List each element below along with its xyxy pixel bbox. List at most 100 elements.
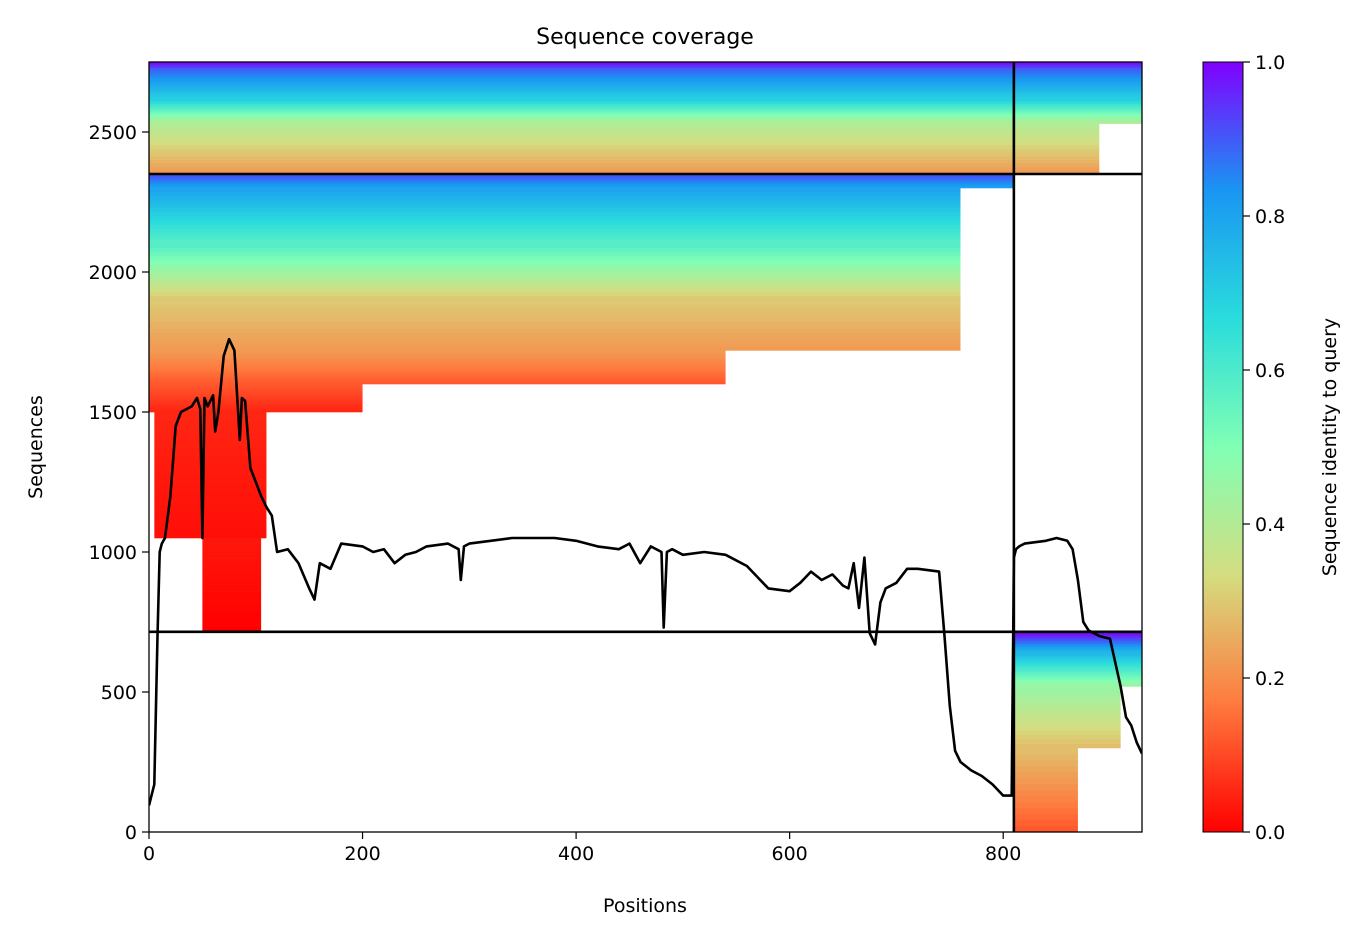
heatmap-band <box>149 145 1100 150</box>
heatmap-band <box>149 381 726 385</box>
heatmap-band <box>1013 826 1078 832</box>
heatmap-band <box>149 63 1142 65</box>
heatmap-band <box>149 68 1142 70</box>
heatmap-band <box>149 72 1142 75</box>
colorbar: 0.0 0.2 0.4 0.6 0.8 1.0 Sequence identity to … <box>1202 52 1341 844</box>
colorbar-tick-label: 0.8 <box>1255 206 1285 228</box>
heatmap-band <box>1013 662 1142 666</box>
heatmap-band <box>149 398 363 401</box>
heatmap-band <box>149 63 1142 65</box>
heatmap-band <box>202 591 262 599</box>
x-axis: 0 200 400 600 800 <box>143 832 1021 865</box>
heatmap-band <box>149 394 363 397</box>
heatmap-band <box>149 396 363 399</box>
heatmap-band <box>149 170 1100 175</box>
heatmap-band <box>149 400 363 403</box>
heatmap-band <box>1013 690 1121 696</box>
heatmap-band <box>149 166 1100 171</box>
heatmap-band <box>1013 784 1078 791</box>
heatmap-band <box>149 105 1142 108</box>
heatmap-band <box>1013 684 1142 687</box>
heatmap-band <box>149 232 961 237</box>
heatmap-band <box>1013 636 1142 639</box>
heatmap-band <box>202 551 262 559</box>
heatmap-band <box>149 181 1014 183</box>
heatmap-band <box>1013 648 1142 651</box>
heatmap-band <box>149 66 1142 68</box>
heatmap-band <box>149 182 1014 184</box>
colorbar-tick-label: 0.6 <box>1255 360 1285 382</box>
heatmap-band <box>202 625 262 633</box>
heatmap-band <box>154 466 267 476</box>
heatmap-band <box>149 186 1014 188</box>
heatmap-band <box>149 360 726 363</box>
heatmap-band <box>1013 754 1078 761</box>
heatmap-band <box>149 328 961 333</box>
heatmap-band <box>149 127 1100 132</box>
heatmap-band <box>202 571 262 579</box>
heatmap-band <box>149 224 961 229</box>
heatmap-band <box>149 70 1142 73</box>
heatmap-band <box>149 123 1100 128</box>
heatmap-band <box>149 204 961 209</box>
heatmap-band <box>149 141 1100 146</box>
heatmap-band <box>149 252 961 257</box>
heatmap-band <box>149 362 726 366</box>
heatmap-band <box>149 76 1142 79</box>
heatmap-band <box>149 332 961 337</box>
heatmap-band <box>149 107 1142 110</box>
heatmap-band <box>154 484 267 494</box>
heatmap-band <box>1013 730 1121 736</box>
heatmap-band <box>149 336 961 340</box>
heatmap-band <box>149 116 1142 119</box>
heatmap-band <box>149 343 961 348</box>
heatmap-band <box>149 65 1142 67</box>
heatmap-band <box>149 156 1100 160</box>
heatmap-band <box>1013 664 1142 668</box>
heatmap-band <box>1013 660 1142 663</box>
block-2 <box>149 62 1142 175</box>
heatmap-band <box>149 187 1014 189</box>
heatmap-band <box>149 102 1142 105</box>
heatmap-band <box>149 404 363 407</box>
heatmap-band <box>149 372 726 375</box>
heatmap-band <box>149 109 1142 112</box>
heatmap-band <box>1013 808 1078 815</box>
y-axis-label: Sequences <box>25 395 47 499</box>
heatmap-band <box>149 65 1142 66</box>
heatmap-band <box>1013 739 1121 744</box>
y-axis: 0 500 1000 1500 2000 2500 <box>89 122 149 844</box>
x-tick-label: 0 <box>143 843 155 865</box>
x-tick-label: 400 <box>558 843 594 865</box>
heatmap-band <box>149 410 363 413</box>
heatmap-band <box>149 350 726 354</box>
heatmap-band <box>1013 649 1142 652</box>
heatmap-band <box>1013 820 1078 827</box>
heatmap-band <box>154 448 267 458</box>
heatmap-band <box>149 66 1142 68</box>
heatmap-band <box>202 611 262 619</box>
x-axis-label: Positions <box>603 895 687 917</box>
heatmap-band <box>149 357 726 361</box>
heatmap-band <box>149 386 363 389</box>
block-boundaries <box>149 62 1142 832</box>
heatmap-band <box>154 502 267 512</box>
heatmap-band <box>149 94 1142 97</box>
heatmap-band <box>202 564 262 572</box>
x-tick-label: 200 <box>344 843 380 865</box>
heatmap-band <box>149 69 1142 71</box>
heatmap-band <box>149 369 726 373</box>
heatmap-band <box>149 80 1142 83</box>
block-3 <box>1013 631 1142 832</box>
heatmap-band <box>149 68 1142 69</box>
heatmap-band <box>1013 802 1078 809</box>
heatmap-band <box>149 216 961 221</box>
heatmap-band <box>149 96 1142 99</box>
heatmap-band <box>202 538 262 545</box>
heatmap-band <box>154 511 267 521</box>
heatmap-band <box>149 240 961 245</box>
heatmap-band <box>149 180 1014 182</box>
heatmap-band <box>1013 717 1121 722</box>
heatmap-band <box>149 114 1142 117</box>
heatmap-band <box>149 163 1100 168</box>
